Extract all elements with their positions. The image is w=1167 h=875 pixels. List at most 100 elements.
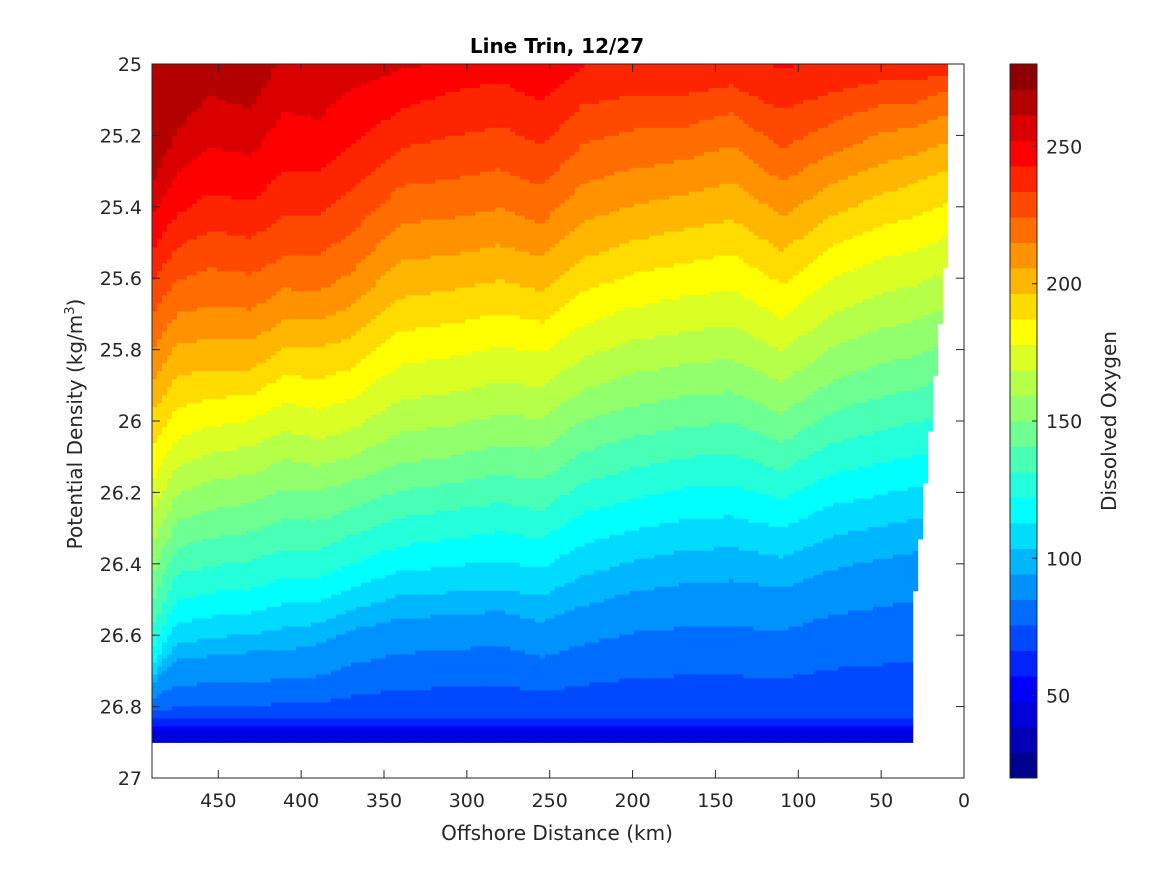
contour-cell — [330, 486, 337, 516]
contour-cell — [659, 726, 665, 731]
contour-cell — [927, 147, 934, 177]
contour-cell — [470, 730, 476, 743]
contour-cell — [659, 586, 665, 632]
contour-cell — [554, 207, 561, 245]
contour-cell — [425, 718, 431, 727]
contour-cell — [529, 255, 536, 289]
contour-cell — [415, 295, 422, 328]
contour-cell — [350, 87, 357, 145]
contour-cell — [768, 379, 775, 412]
contour-cell — [156, 694, 163, 711]
contour-cell — [316, 466, 322, 492]
contour-cell — [693, 582, 700, 628]
contour-cell — [907, 287, 914, 324]
contour-cell — [440, 291, 446, 324]
contour-cell — [589, 355, 596, 388]
contour-cell — [221, 371, 228, 400]
contour-cell — [420, 718, 427, 727]
contour-cell — [579, 514, 586, 548]
contour-cell — [698, 550, 705, 584]
contour-cell — [301, 379, 307, 408]
contour-cell — [902, 103, 909, 129]
contour-cell — [778, 179, 784, 217]
contour-cell — [350, 610, 357, 632]
contour-cell — [440, 686, 446, 719]
x-tick-label: 250 — [532, 790, 568, 812]
contour-cell — [678, 195, 685, 233]
contour-cell — [261, 650, 267, 684]
contour-cell — [927, 243, 934, 281]
contour-cell — [678, 626, 685, 676]
contour-cell — [251, 447, 257, 476]
contour-cell — [624, 726, 630, 731]
contour-cell — [639, 730, 645, 743]
contour-cell — [206, 64, 213, 97]
contour-cell — [306, 518, 312, 552]
contour-cell — [703, 518, 710, 552]
contour-cell — [316, 64, 322, 121]
contour-cell — [887, 606, 894, 664]
contour-cell — [609, 211, 615, 249]
contour-cell — [574, 455, 581, 488]
contour-cell — [614, 311, 620, 348]
contour-cell — [296, 347, 302, 376]
contour-cell — [405, 67, 412, 109]
contour-cell — [504, 646, 511, 688]
contour-cell — [435, 459, 441, 488]
contour-cell — [848, 87, 854, 117]
contour-cell — [892, 359, 899, 396]
contour-cell — [236, 307, 243, 340]
contour-cell — [549, 315, 556, 348]
contour-cell — [569, 582, 576, 612]
contour-cell — [415, 690, 422, 719]
contour-cell — [917, 179, 924, 217]
contour-cell — [445, 538, 451, 568]
contour-cell — [261, 610, 267, 632]
contour-cell — [579, 64, 586, 69]
contour-cell — [917, 123, 924, 153]
contour-cell — [569, 459, 576, 492]
contour-cell — [485, 171, 491, 213]
contour-cell — [326, 64, 332, 109]
contour-cell — [723, 87, 730, 117]
contour-cell — [838, 179, 844, 213]
contour-cell — [917, 79, 924, 101]
contour-cell — [862, 666, 869, 719]
contour-cell — [216, 638, 223, 656]
contour-cell — [395, 490, 402, 520]
contour-cell — [390, 574, 397, 600]
contour-cell — [370, 718, 377, 727]
contour-cell — [539, 419, 546, 448]
contour-cell — [798, 518, 804, 552]
contour-cell — [604, 570, 610, 600]
contour-cell — [261, 586, 267, 612]
contour-cell — [912, 455, 919, 488]
contour-cell — [440, 614, 446, 652]
contour-cell — [415, 399, 422, 432]
contour-cell — [843, 179, 849, 213]
contour-cell — [241, 307, 248, 340]
contour-cell — [276, 578, 282, 608]
contour-cell — [480, 506, 486, 536]
contour-cell — [296, 678, 302, 703]
contour-cell — [236, 682, 243, 707]
contour-cell — [470, 590, 476, 616]
contour-cell — [753, 303, 760, 340]
contour-cell — [708, 395, 715, 424]
contour-cell — [326, 518, 332, 548]
contour-cell — [400, 463, 407, 492]
contour-cell — [808, 363, 814, 396]
contour-cell — [882, 363, 889, 396]
contour-cell — [286, 578, 292, 604]
colorbar-band — [1010, 115, 1037, 141]
contour-cell — [529, 183, 536, 221]
colorbar-bands — [1010, 64, 1037, 779]
contour-cell — [758, 339, 765, 372]
y-tick-label: 25.6 — [100, 268, 142, 290]
contour-cell — [405, 570, 412, 596]
contour-cell — [579, 327, 586, 360]
contour-cell — [181, 435, 188, 464]
contour-cell — [594, 726, 601, 731]
contour-cell — [703, 455, 710, 488]
contour-cell — [509, 562, 516, 592]
